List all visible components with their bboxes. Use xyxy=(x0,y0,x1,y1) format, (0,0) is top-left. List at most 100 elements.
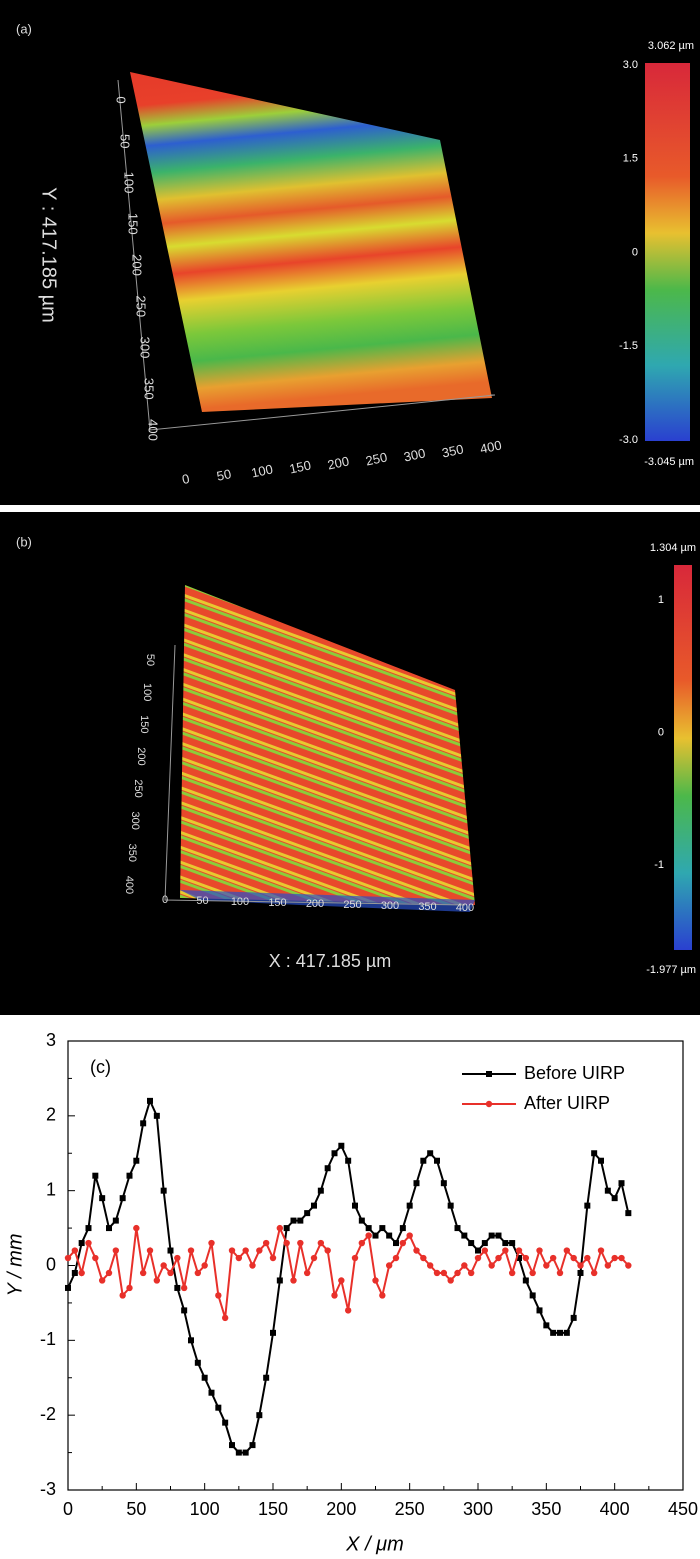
x-tick-label: 150 xyxy=(268,897,286,909)
point xyxy=(201,1374,208,1381)
point xyxy=(174,1254,181,1262)
y-tick-label: 3 xyxy=(46,1030,56,1050)
y-tick-label: 1 xyxy=(46,1179,56,1199)
y-tick-label: 400 xyxy=(146,419,161,441)
point xyxy=(242,1449,249,1456)
point xyxy=(119,1292,126,1299)
point xyxy=(242,1247,249,1254)
panel-b: (b) X : 417.185 µm 501001502002503003504… xyxy=(0,512,700,1015)
point xyxy=(481,1247,489,1254)
point xyxy=(420,1157,427,1164)
point xyxy=(611,1254,618,1262)
point xyxy=(618,1254,625,1262)
point xyxy=(475,1247,481,1254)
point xyxy=(270,1329,276,1336)
point xyxy=(139,1269,147,1277)
colorbar-max: 3.062 µm xyxy=(648,40,694,52)
x-tick-label: 0 xyxy=(162,894,168,906)
x-ticks: 0 50 100 150 200 250 300 350 400 xyxy=(181,437,503,487)
point xyxy=(194,1269,202,1277)
point xyxy=(324,1165,331,1172)
point xyxy=(406,1232,413,1239)
point xyxy=(577,1262,584,1269)
point xyxy=(515,1247,523,1254)
line-chart: (c) X / μm Y / mm 0 50 100 150 200 250 300 350 4… xyxy=(4,1030,698,1556)
point xyxy=(543,1262,550,1269)
colorbar-min: -3.045 µm xyxy=(644,456,694,468)
y-tick-label: 400 xyxy=(123,876,135,894)
point xyxy=(467,1269,475,1277)
point xyxy=(290,1277,297,1284)
frame xyxy=(164,644,466,906)
x-tick-label: 50 xyxy=(196,895,208,907)
point xyxy=(324,1247,331,1254)
point xyxy=(426,1262,434,1269)
x-tick-label: 250 xyxy=(395,1499,425,1519)
point xyxy=(345,1157,352,1164)
point xyxy=(590,1269,598,1277)
point xyxy=(433,1269,441,1277)
y-tick-label: 100 xyxy=(122,172,137,194)
point xyxy=(543,1322,550,1329)
y-tick-label: 0 xyxy=(46,1254,56,1274)
x-tick-label: 150 xyxy=(258,1499,288,1519)
point xyxy=(181,1307,188,1314)
x-ticks: 0 50 100 150 200 250 300 350 400 xyxy=(162,894,474,914)
surface xyxy=(130,72,492,412)
point xyxy=(290,1217,297,1224)
point xyxy=(276,1277,283,1284)
point xyxy=(304,1210,311,1217)
panel-a: (a) Y : 417.185 µm 0 50 100 150 200 250 300 350… xyxy=(0,0,700,505)
point xyxy=(618,1180,625,1187)
legend-label: After UIRP xyxy=(524,1093,610,1113)
point xyxy=(365,1225,372,1232)
point xyxy=(78,1240,85,1247)
point xyxy=(570,1254,577,1262)
point xyxy=(536,1307,543,1314)
point xyxy=(597,1247,605,1254)
point xyxy=(119,1195,126,1202)
point xyxy=(427,1150,434,1157)
point xyxy=(221,1314,229,1322)
point xyxy=(399,1239,407,1247)
point xyxy=(522,1277,529,1284)
y-tick-label: 350 xyxy=(142,378,157,400)
point xyxy=(625,1210,632,1217)
point xyxy=(222,1419,229,1426)
colorbar xyxy=(674,565,692,950)
point xyxy=(584,1202,591,1209)
x-tick-label: 400 xyxy=(456,902,474,914)
point xyxy=(235,1449,242,1456)
point xyxy=(577,1269,584,1276)
point xyxy=(71,1269,78,1276)
point xyxy=(440,1180,447,1187)
point xyxy=(201,1262,208,1269)
point xyxy=(563,1247,571,1254)
y-tick-label: 200 xyxy=(130,254,145,276)
point xyxy=(351,1254,359,1262)
colorbar xyxy=(645,63,690,441)
point xyxy=(215,1292,222,1299)
point xyxy=(153,1112,160,1119)
point xyxy=(549,1254,557,1262)
legend-marker xyxy=(485,1100,493,1108)
point xyxy=(146,1247,154,1254)
point xyxy=(502,1247,509,1254)
x-tick-label: 400 xyxy=(479,437,503,456)
point xyxy=(311,1202,317,1209)
y-tick-label: 300 xyxy=(138,337,153,359)
point xyxy=(434,1157,440,1164)
colorbar-min: -1.977 µm xyxy=(646,964,696,976)
point xyxy=(529,1269,536,1277)
y-tick-label: 50 xyxy=(118,134,133,148)
y-tick-label: 350 xyxy=(126,844,138,862)
point xyxy=(399,1225,406,1232)
x-tick-label: 300 xyxy=(381,900,399,912)
point xyxy=(352,1202,358,1209)
point xyxy=(256,1247,263,1254)
point xyxy=(413,1180,420,1187)
point xyxy=(379,1225,386,1232)
point xyxy=(188,1337,194,1344)
point xyxy=(174,1284,181,1291)
